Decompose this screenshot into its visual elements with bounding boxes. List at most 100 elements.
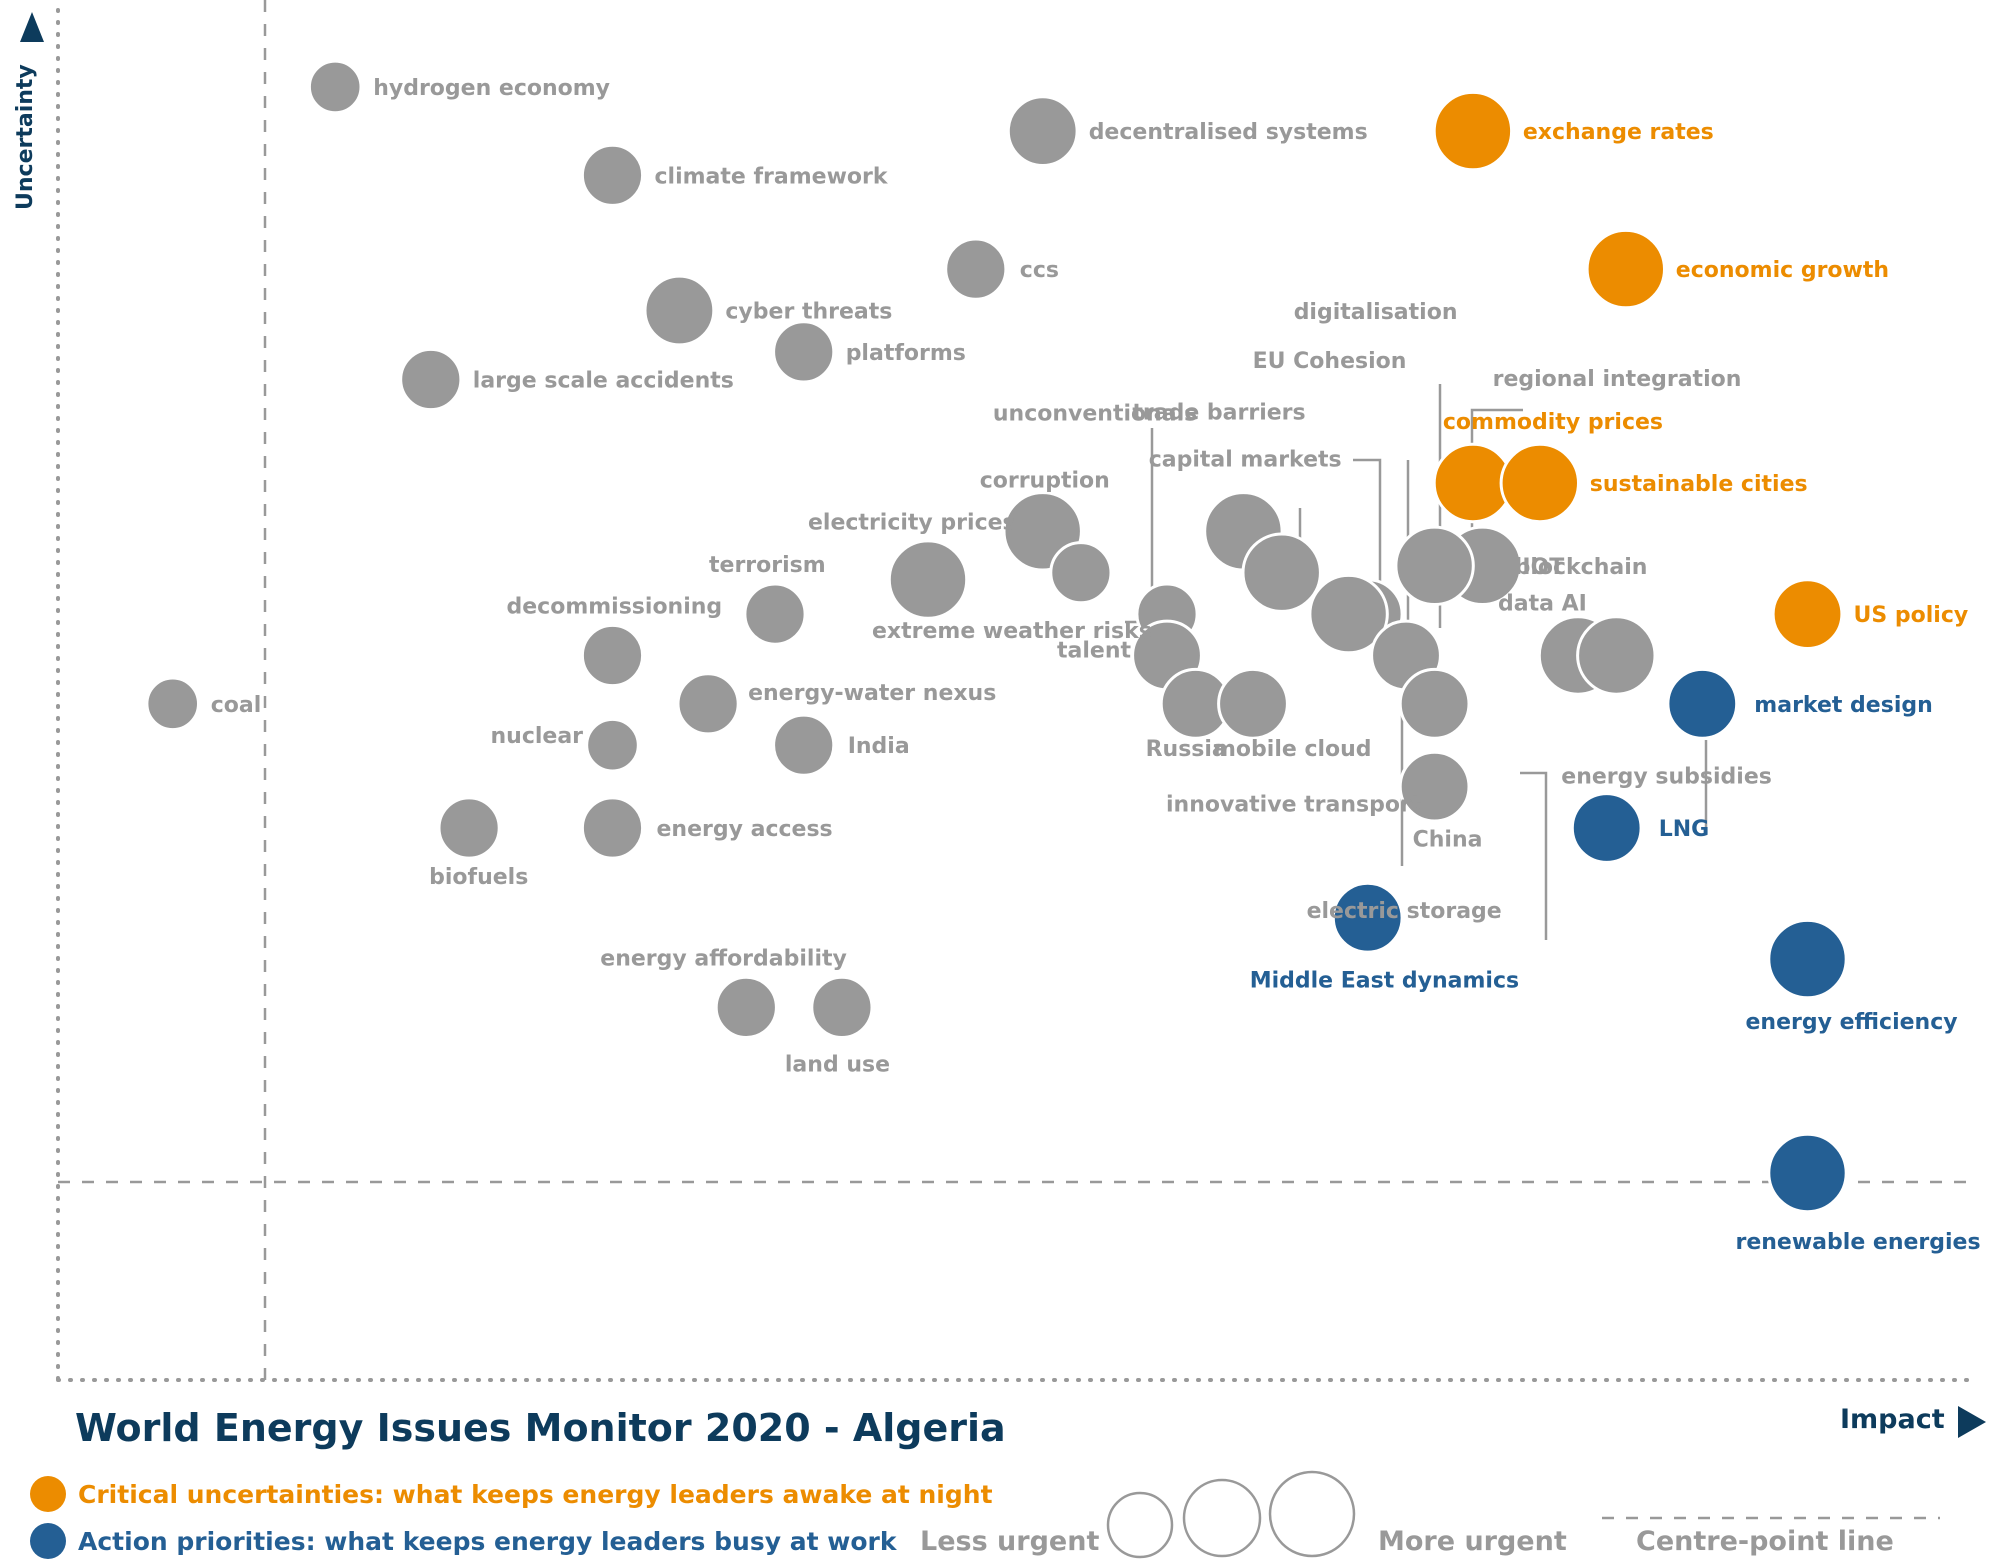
label-sustainable-cities: sustainable cities <box>1590 472 1808 497</box>
point-decommissioning <box>580 623 645 688</box>
point-hydrogen-economy <box>307 59 363 115</box>
point-unconventionals <box>1049 541 1113 605</box>
point-decentralised-systems <box>1006 95 1079 168</box>
label-nuclear: nuclear <box>491 724 584 749</box>
label-cyber-threats: cyber threats <box>725 300 892 325</box>
label-energy-water-nexus: energy-water nexus <box>748 681 996 706</box>
point-ccs <box>944 237 1008 301</box>
point-land-use <box>810 975 874 1040</box>
point-climate-framework <box>580 143 645 207</box>
point-sustainable-cities <box>1499 442 1581 524</box>
label-electric-storage: electric storage <box>1307 899 1502 924</box>
point-energy-access <box>580 796 645 860</box>
size-legend-large <box>1268 1470 1356 1558</box>
size-legend-medium <box>1182 1478 1262 1558</box>
label-platforms: platforms <box>846 341 966 366</box>
label-economic-growth: economic growth <box>1676 258 1889 283</box>
legend-action: Action priorities: what keeps energy lea… <box>30 1523 896 1559</box>
point-electricity-prices <box>887 539 969 620</box>
point-energy-efficiency <box>1767 918 1848 1000</box>
label-energy-access: energy access <box>657 817 833 842</box>
label-india: India <box>848 734 910 759</box>
size-legend-less-label: Less urgent <box>920 1526 1100 1557</box>
label-ccs: ccs <box>1020 258 1059 283</box>
label-digitalisation: digitalisation <box>1294 300 1458 325</box>
label-middle-east-dynamics: Middle East dynamics <box>1250 969 1519 994</box>
point-coal <box>145 676 200 732</box>
point-energy-subsidies <box>1576 615 1657 696</box>
label-data-ai: data AI <box>1498 592 1587 617</box>
label-terrorism: terrorism <box>709 553 826 578</box>
label-decommissioning: decommissioning <box>507 595 723 620</box>
point-biofuels <box>437 796 501 860</box>
point-market-design <box>1666 667 1739 740</box>
point-platforms <box>772 320 836 384</box>
label-energy-efficiency: energy efficiency <box>1746 1010 1958 1035</box>
y-axis-arrow-icon <box>20 12 44 42</box>
legend-action-label: Action priorities: what keeps energy lea… <box>78 1526 897 1556</box>
label-renewable-energies: renewable energies <box>1736 1230 1981 1255</box>
label-decentralised-systems: decentralised systems <box>1089 120 1368 145</box>
point-china <box>1398 750 1471 823</box>
label-innovative-transport: innovative transport <box>1166 793 1422 818</box>
label-large-scale-accidents: large scale accidents <box>473 369 734 394</box>
point-capital-markets <box>1241 532 1322 613</box>
label-energy-affordability: energy affordability <box>600 946 847 971</box>
point-nuclear <box>585 717 640 773</box>
point-india <box>772 713 836 777</box>
label-trade-barriers: trade barriers <box>1132 400 1305 425</box>
point-renewable-energies <box>1767 1132 1848 1214</box>
point-exchange-rates <box>1432 90 1514 172</box>
point-middle-east-dynamics <box>1331 881 1404 954</box>
x-axis-label: Impact <box>1840 1404 1945 1435</box>
y-axis-label: Uncertainty <box>13 64 38 210</box>
label-land-use: land use <box>785 1052 890 1077</box>
point-energy-water-nexus <box>676 672 740 736</box>
legend-critical-label: Critical uncertainties: what keeps energ… <box>78 1479 993 1509</box>
legend-critical: Critical uncertainties: what keeps energ… <box>30 1476 993 1512</box>
label-russia: Russia <box>1146 737 1227 762</box>
leader-electric-storage <box>1520 771 1548 940</box>
legend-critical-dot <box>30 1476 66 1512</box>
centre-line-label: Centre-point line <box>1636 1526 1894 1557</box>
label-hydrogen-economy: hydrogen economy <box>373 76 610 101</box>
point-mobile-cloud <box>1217 667 1289 740</box>
label-blockchain: blockchain <box>1515 555 1648 580</box>
label-us-policy: US policy <box>1854 603 1969 628</box>
label-lng: LNG <box>1659 817 1710 842</box>
label-extreme-weather-risks: extreme weather risks <box>872 619 1152 644</box>
label-unconventionals: unconventionals <box>993 402 1197 427</box>
point-economic-growth <box>1585 228 1667 310</box>
point-us-policy <box>1771 578 1844 650</box>
label-china: China <box>1413 828 1483 853</box>
size-legend-more-label: More urgent <box>1378 1526 1567 1557</box>
label-corruption: corruption <box>980 468 1110 493</box>
point-terrorism <box>743 582 807 646</box>
legend-action-dot <box>30 1523 66 1559</box>
label-capital-markets: capital markets <box>1149 448 1342 473</box>
x-axis-arrow-icon <box>1958 1406 1986 1438</box>
label-biofuels: biofuels <box>429 865 528 890</box>
point-eu-cohesion <box>1308 573 1389 655</box>
size-legend-small <box>1106 1491 1174 1559</box>
points-layer <box>145 59 1848 1214</box>
point-lng <box>1570 792 1643 864</box>
label-market-design: market design <box>1754 693 1932 718</box>
label-climate-framework: climate framework <box>655 164 889 189</box>
point-electric-storage <box>1398 667 1471 740</box>
label-electricity-prices: electricity prices <box>808 511 1016 536</box>
label-regional-integration: regional integration <box>1493 367 1742 392</box>
label-talent: talent <box>1057 639 1131 664</box>
label-commodity-prices: commodity prices <box>1443 410 1663 435</box>
chart-title: World Energy Issues Monitor 2020 - Alger… <box>75 1406 1006 1450</box>
label-eu-cohesion: EU Cohesion <box>1253 349 1407 374</box>
label-mobile-cloud: mobile cloud <box>1213 737 1372 762</box>
label-energy-subsidies: energy subsidies <box>1561 765 1772 790</box>
point-large-scale-accidents <box>399 347 463 412</box>
point-energy-affordability <box>714 975 778 1040</box>
label-iot: IOT <box>1522 555 1564 580</box>
point-blockchain <box>1394 525 1475 606</box>
label-exchange-rates: exchange rates <box>1523 120 1714 145</box>
point-cyber-threats <box>643 274 716 347</box>
